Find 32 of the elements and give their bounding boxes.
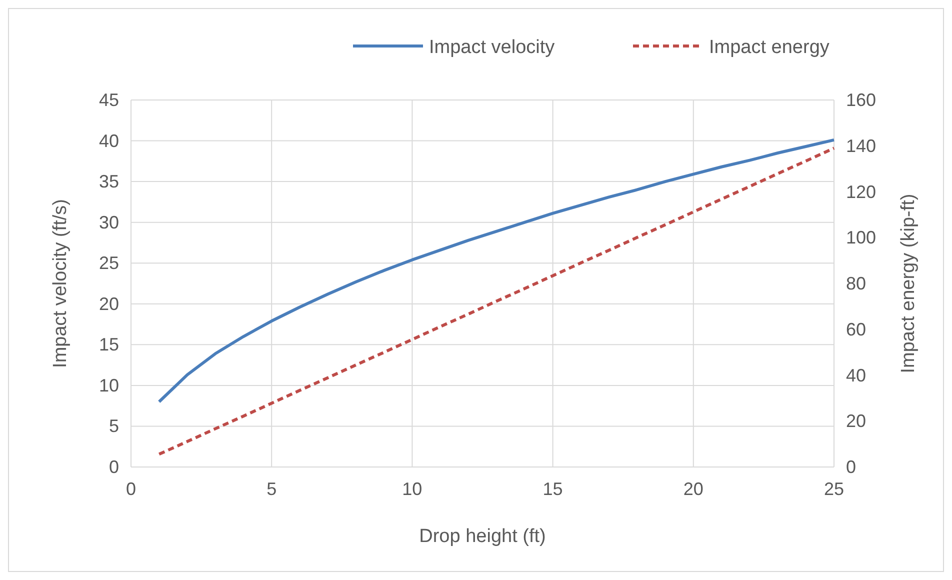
y-tick-label: 40: [98, 130, 119, 151]
y-tick-label: 0: [108, 457, 119, 477]
y-tick-label: 5: [108, 416, 119, 436]
y2-tick-label: 140: [846, 136, 876, 156]
y-tick-label: 35: [98, 172, 119, 192]
y2-tick-label: 0: [846, 457, 856, 477]
line-series: [158, 146, 836, 456]
legend-label: Impact energy: [709, 37, 830, 58]
y2-tick-label: 80: [846, 274, 866, 294]
y2-tick-label: 100: [846, 228, 876, 248]
x-tick-label: 5: [266, 479, 277, 499]
y-tick-label: 45: [98, 90, 119, 110]
y-tick-label: 25: [98, 253, 119, 274]
y-tick-label: 30: [98, 212, 119, 232]
x-axis-title: Drop height (ft): [419, 526, 546, 547]
legend-label: Impact velocity: [429, 37, 556, 58]
x-tick-label: 20: [683, 479, 704, 499]
y-axis-title: Impact velocity (ft/s): [50, 199, 71, 368]
line-series: [158, 138, 836, 404]
x-tick-label: 0: [126, 479, 136, 499]
y2-axis-title: Impact energy (kip-ft): [898, 194, 919, 374]
x-tick-label: 10: [402, 479, 422, 499]
y2-tick-label: 40: [846, 365, 866, 386]
y2-tick-label: 20: [846, 411, 866, 432]
y-tick-label: 20: [98, 294, 119, 314]
y-tick-label: 10: [98, 375, 119, 396]
y-tick-label: 15: [98, 334, 119, 355]
x-tick-label: 25: [824, 479, 844, 499]
y2-tick-label: 120: [846, 182, 876, 202]
y2-tick-label: 60: [846, 319, 866, 340]
y2-tick-label: 160: [846, 90, 876, 110]
x-tick-label: 15: [542, 479, 563, 499]
